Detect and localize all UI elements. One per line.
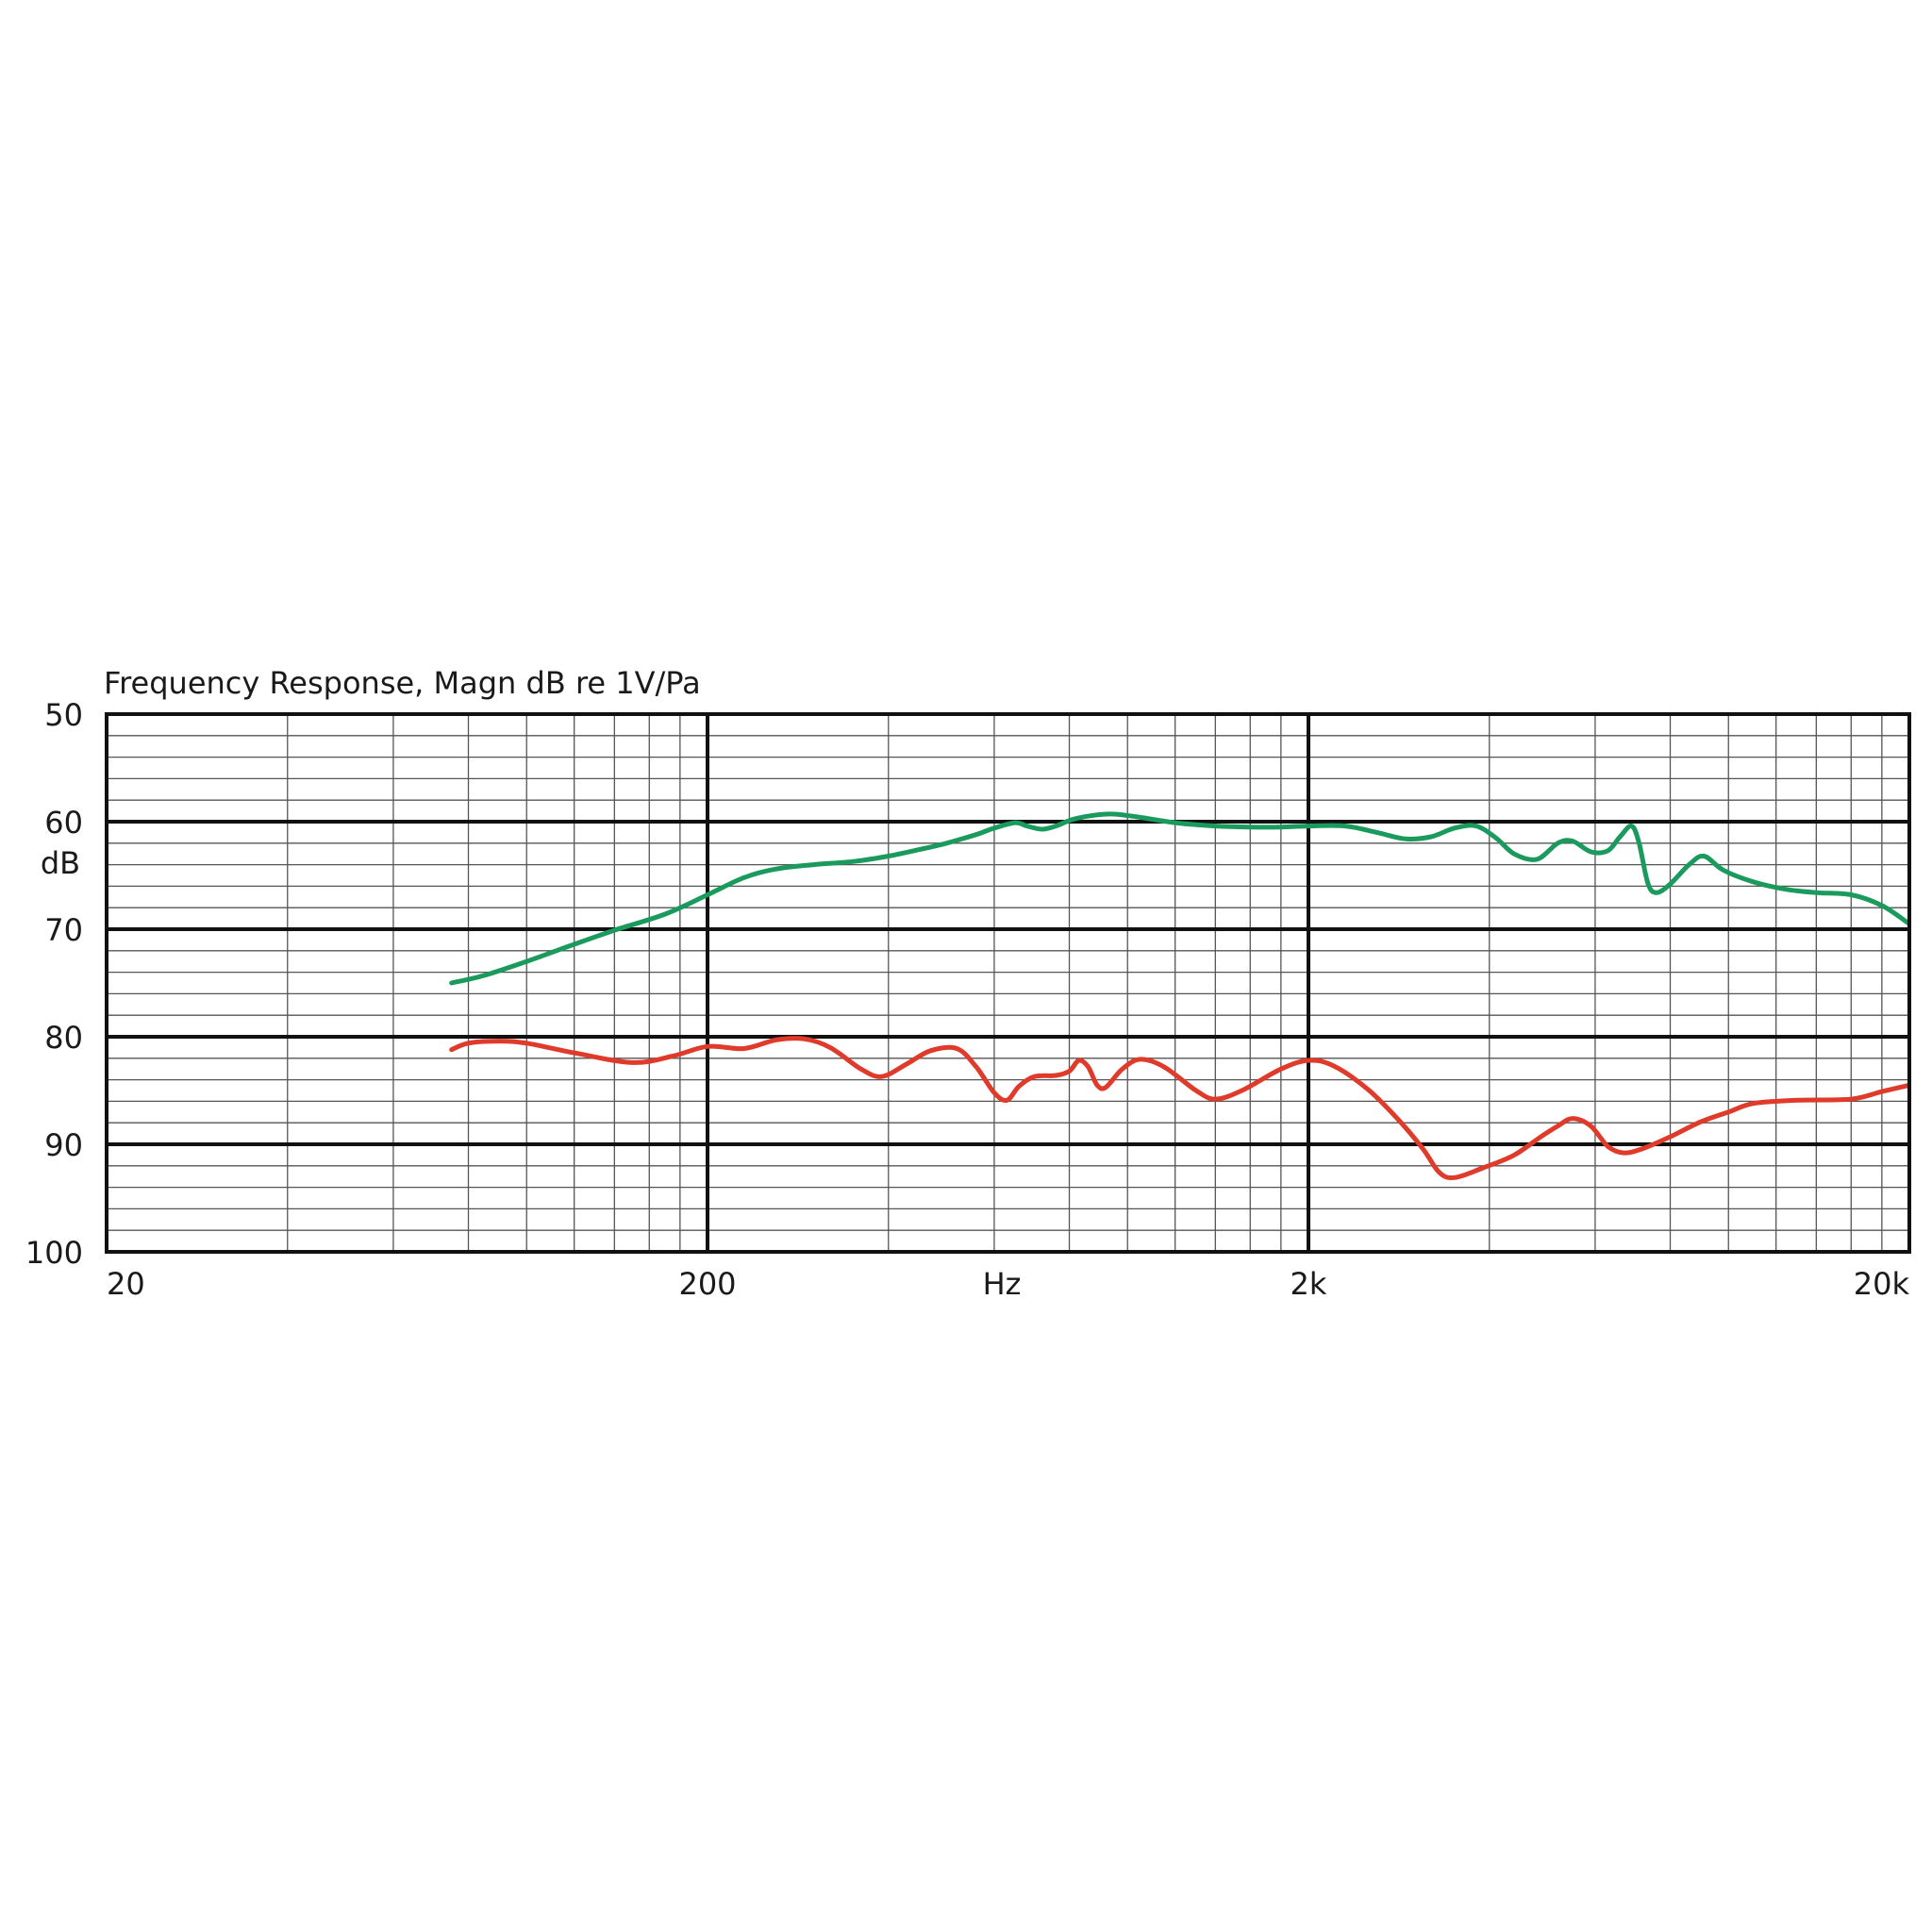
y-axis-ticks: 50 60 70 80 90 100	[25, 697, 83, 1271]
chart-title: Frequency Response, Magn dB re 1V/Pa	[104, 665, 701, 701]
x-axis-label: Hz	[983, 1266, 1022, 1302]
y-tick-label: 70	[44, 912, 83, 948]
x-tick-label: 2k	[1291, 1266, 1327, 1302]
x-axis-ticks: 20 200 2k 20k	[107, 1266, 1909, 1302]
major-grid	[107, 714, 1909, 1252]
series-line-red	[449, 1036, 1909, 1180]
x-tick-label: 200	[678, 1266, 736, 1302]
y-tick-label: 90	[44, 1127, 83, 1163]
x-tick-label: 20k	[1854, 1266, 1910, 1302]
y-tick-label: 60	[44, 805, 83, 841]
y-tick-label: 80	[44, 1020, 83, 1056]
y-axis-label: dB	[41, 845, 80, 881]
series-line-green	[449, 811, 1909, 986]
y-tick-label: 100	[25, 1235, 83, 1271]
x-tick-label: 20	[107, 1266, 145, 1302]
minor-grid	[107, 714, 1909, 1252]
y-tick-label: 50	[44, 697, 83, 733]
plot-frame	[105, 712, 1911, 1254]
series-layer	[449, 811, 1909, 1180]
